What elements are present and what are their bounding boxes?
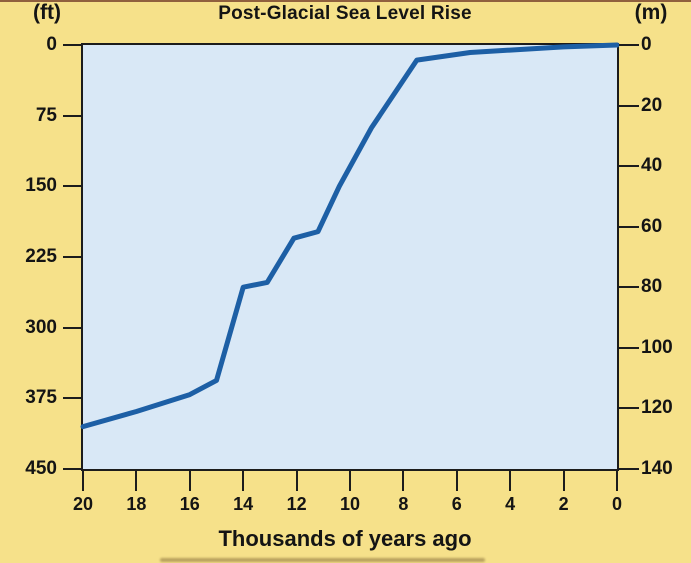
left-axis-tick: [63, 185, 83, 188]
sea-level-curve-line: [80, 42, 620, 430]
left-axis-tick-label: 225: [25, 246, 57, 267]
left-axis-tick: [63, 44, 83, 46]
right-axis-tick-label: 40: [641, 155, 663, 177]
right-axis-tick: [619, 346, 639, 349]
x-axis-tick-label: 14: [233, 494, 254, 514]
x-axis-tick-label: 6: [451, 494, 462, 514]
left-axis-unit-label: (ft): [33, 1, 61, 24]
right-axis-tick: [619, 407, 639, 410]
x-axis-tick-label: 4: [505, 494, 516, 514]
x-axis-tick: [242, 470, 245, 491]
chart-title: Post-Glacial Sea Level Rise: [218, 3, 472, 24]
x-axis-tick-label: 12: [286, 494, 307, 514]
x-axis-tick: [82, 470, 84, 491]
x-axis-tick: [616, 470, 618, 491]
x-axis-tick: [295, 470, 298, 491]
x-axis-title: Thousands of years ago: [218, 526, 472, 551]
x-axis-tick: [135, 470, 138, 491]
left-axis-tick-label: 450: [25, 458, 57, 479]
x-axis-tick-label: 10: [339, 494, 361, 514]
right-axis-tick-label: 60: [641, 215, 663, 237]
x-axis-tick-label: 20: [72, 494, 94, 514]
left-axis-tick: [63, 114, 83, 117]
x-axis-tick-label: 16: [179, 494, 200, 514]
x-axis-tick-label: 8: [398, 494, 409, 514]
right-axis-tick-label: 20: [641, 94, 663, 116]
x-axis-tick: [188, 470, 191, 491]
right-axis-tick-label: 100: [641, 336, 673, 358]
right-axis-unit-label: (m): [634, 1, 668, 24]
top-edge-crop-artifact: [0, 0, 691, 2]
x-axis-tick-label: 0: [611, 494, 622, 514]
left-axis-tick: [63, 397, 83, 400]
sea-level-curve: [80, 42, 620, 430]
x-axis-tick: [455, 470, 458, 491]
x-axis-tick-label: 2: [558, 494, 569, 514]
plot-area: [80, 42, 620, 469]
right-axis-tick: [619, 225, 639, 228]
right-axis-tick: [619, 468, 639, 470]
x-axis-tick: [562, 470, 565, 491]
left-axis-tick: [63, 326, 83, 329]
right-axis-tick-label: 120: [641, 397, 673, 419]
right-axis-tick-label: 0: [641, 34, 652, 55]
x-axis-tick: [509, 470, 512, 491]
x-axis-tick: [402, 470, 405, 491]
x-axis-tick: [349, 470, 351, 491]
left-axis-tick: [63, 256, 83, 258]
right-axis-tick: [619, 286, 639, 289]
left-axis-tick-label: 375: [25, 387, 57, 409]
right-axis-tick: [619, 104, 639, 107]
left-axis-tick-label: 0: [46, 34, 57, 55]
right-axis-tick: [619, 44, 639, 46]
right-axis-tick-label: 80: [641, 276, 663, 298]
left-axis-tick-label: 150: [25, 175, 57, 197]
right-axis-tick: [619, 165, 639, 168]
left-axis-tick: [63, 468, 83, 470]
left-axis-tick-label: 75: [35, 104, 57, 126]
right-axis-tick-label: 140: [641, 458, 673, 479]
x-axis-tick-label: 18: [126, 494, 147, 514]
bottom-edge-crop-artifact: [160, 558, 485, 562]
left-axis-tick-label: 300: [25, 316, 57, 338]
